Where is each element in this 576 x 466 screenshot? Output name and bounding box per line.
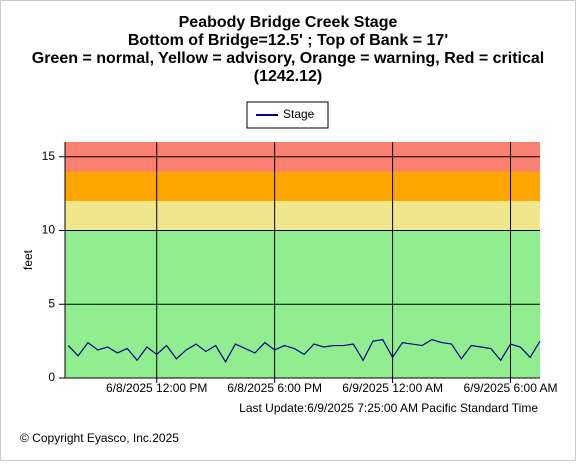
y-tick-label: 10 xyxy=(42,223,56,237)
title-line: Peabody Bridge Creek Stage xyxy=(179,14,398,31)
y-axis-label: feet xyxy=(21,249,35,270)
series-line xyxy=(67,338,541,363)
x-tick-label: 6/8/2025 12:00 PM xyxy=(106,381,207,395)
title-line: (1242.12) xyxy=(254,68,323,85)
x-tick-label: 6/9/2025 12:00 AM xyxy=(342,381,443,395)
title-line: Bottom of Bridge=12.5' ; Top of Bank = 1… xyxy=(128,32,448,49)
y-tick-label: 15 xyxy=(42,149,56,163)
y-tick-label: 0 xyxy=(48,370,55,384)
legend-label: Stage xyxy=(283,107,315,121)
last-update: Last Update:6/9/2025 7:25:00 AM Pacific … xyxy=(239,401,538,415)
band xyxy=(65,201,540,231)
x-tick-label: 6/8/2025 6:00 PM xyxy=(227,381,322,395)
y-tick-label: 5 xyxy=(48,296,55,310)
x-tick-label: 6/9/2025 6:00 AM xyxy=(463,381,557,395)
title-line: Green = normal, Yellow = advisory, Orang… xyxy=(32,50,545,67)
copyright: © Copyright Eyasco, Inc.2025 xyxy=(20,431,179,445)
band xyxy=(65,171,540,201)
